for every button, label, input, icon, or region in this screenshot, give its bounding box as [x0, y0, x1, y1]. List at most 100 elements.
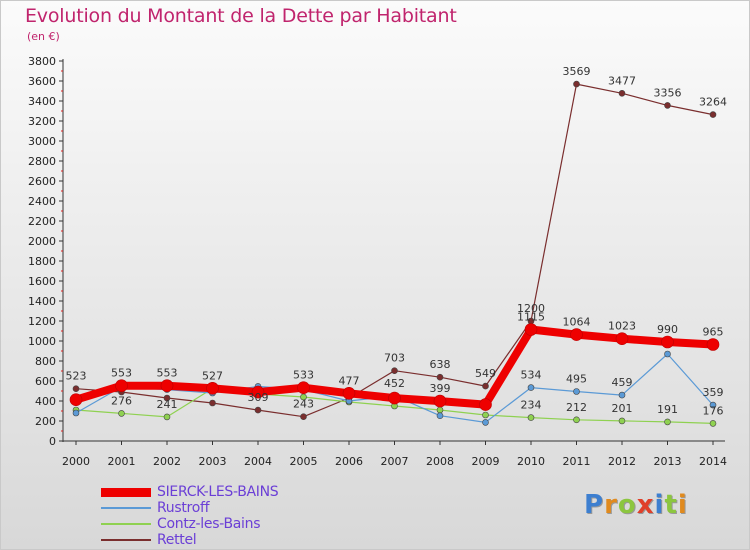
data-point-rustroff — [482, 419, 489, 426]
data-label-sierck-les-bains: 527 — [202, 369, 223, 382]
data-point-rettel — [709, 111, 717, 118]
data-point-rettel — [209, 399, 216, 407]
data-point-rettel — [618, 90, 626, 97]
data-point-contz-les-bains — [436, 406, 444, 414]
legend-label: Contz-les-Bains — [157, 516, 261, 532]
data-label-sierck-les-bains: 965 — [703, 326, 724, 339]
data-label-rettel: 3356 — [654, 86, 682, 99]
data-label-rustroff: 495 — [566, 373, 587, 386]
y-tick-label: 800 — [35, 355, 56, 368]
data-label-contz-les-bains: 176 — [703, 404, 724, 417]
chart-subtitle: (en €) — [27, 30, 60, 43]
data-label-sierck-les-bains: 1023 — [608, 320, 636, 333]
data-point-rustroff — [618, 391, 626, 399]
data-label-sierck-les-bains: 477 — [339, 374, 360, 387]
data-label-contz-les-bains: 212 — [566, 401, 587, 414]
y-tick-label: 1600 — [28, 275, 56, 288]
x-tick-label: 2010 — [517, 455, 545, 468]
data-point-sierck-les-bains — [342, 386, 356, 400]
chart-title: Evolution du Montant de la Dette par Hab… — [25, 5, 457, 27]
data-label-sierck-les-bains: 553 — [111, 367, 132, 380]
data-point-rustroff — [709, 401, 717, 409]
data-point-sierck-les-bains — [661, 335, 674, 349]
data-point-sierck-les-bains — [251, 385, 265, 399]
data-label-contz-les-bains: 276 — [111, 394, 132, 407]
data-label-rustroff: 534 — [521, 369, 542, 382]
data-point-rustroff — [664, 350, 671, 358]
y-tick-label: 2800 — [28, 155, 56, 168]
data-label-contz-les-bains: 201 — [612, 402, 633, 415]
x-tick-label: 2014 — [699, 455, 727, 468]
legend-label: SIERCK-LES-BAINS — [157, 484, 279, 500]
data-point-rettel — [72, 385, 80, 393]
data-point-contz-les-bains — [709, 420, 717, 427]
data-point-rettel — [391, 367, 398, 375]
y-tick-label: 0 — [49, 435, 56, 448]
x-tick-label: 2004 — [244, 455, 272, 468]
data-label-rettel: 638 — [430, 358, 451, 371]
data-label-rettel: 3477 — [608, 74, 636, 87]
y-tick-label: 1200 — [28, 315, 56, 328]
data-label-rustroff: 459 — [612, 376, 633, 389]
x-tick-label: 2007 — [381, 455, 409, 468]
data-label-rettel: 703 — [384, 352, 405, 365]
x-tick-label: 2003 — [199, 455, 227, 468]
data-label-rettel: 1200 — [517, 302, 545, 315]
data-label-contz-les-bains: 241 — [157, 398, 178, 411]
legend-swatch — [101, 507, 151, 509]
x-tick-label: 2011 — [563, 455, 591, 468]
x-tick-label: 2013 — [654, 455, 682, 468]
data-label-rustroff: 452 — [384, 377, 405, 390]
data-point-sierck-les-bains — [433, 394, 447, 408]
x-tick-label: 2005 — [290, 455, 318, 468]
y-tick-label: 2400 — [28, 195, 56, 208]
data-point-sierck-les-bains — [297, 381, 310, 395]
y-tick-label: 1800 — [28, 255, 56, 268]
data-point-rettel — [300, 413, 307, 421]
data-point-contz-les-bains — [163, 413, 171, 421]
data-label-sierck-les-bains: 533 — [293, 369, 314, 382]
data-point-sierck-les-bains — [69, 393, 83, 407]
data-label-rettel: 243 — [293, 398, 314, 411]
data-point-contz-les-bains — [664, 418, 671, 426]
data-label-rettel: 309 — [248, 391, 269, 404]
data-point-sierck-les-bains — [615, 332, 629, 346]
x-tick-label: 2008 — [426, 455, 454, 468]
data-label-contz-les-bains: 234 — [521, 399, 542, 412]
data-point-contz-les-bains — [118, 410, 125, 417]
data-label-sierck-les-bains: 990 — [657, 323, 678, 336]
data-label-rettel: 3264 — [699, 96, 727, 109]
y-tick-label: 3800 — [28, 55, 56, 68]
data-label-contz-les-bains: 191 — [657, 403, 678, 416]
data-label-rettel: 523 — [66, 370, 87, 383]
data-point-rettel — [436, 373, 444, 381]
data-point-sierck-les-bains — [570, 328, 583, 341]
y-tick-label: 2600 — [28, 175, 56, 188]
x-tick-label: 2009 — [472, 455, 500, 468]
legend-swatch — [101, 487, 151, 497]
x-tick-label: 2002 — [153, 455, 181, 468]
data-point-sierck-les-bains — [206, 381, 219, 395]
x-tick-label: 2000 — [62, 455, 90, 468]
data-point-sierck-les-bains — [479, 398, 492, 411]
y-tick-label: 3000 — [28, 135, 56, 148]
y-tick-label: 2200 — [28, 215, 56, 228]
y-tick-label: 3400 — [28, 95, 56, 108]
data-label-sierck-les-bains: 399 — [430, 382, 451, 395]
y-tick-label: 600 — [35, 375, 56, 388]
data-point-sierck-les-bains — [160, 379, 174, 393]
brand-logo: Proxiti — [584, 490, 688, 520]
data-point-rettel — [482, 382, 489, 390]
x-tick-label: 2006 — [335, 455, 363, 468]
data-point-contz-les-bains — [527, 414, 535, 421]
data-point-rustroff — [573, 388, 580, 395]
data-point-sierck-les-bains — [115, 379, 128, 393]
data-point-contz-les-bains — [618, 417, 626, 425]
legend-label: Rettel — [157, 532, 197, 548]
legend-swatch — [101, 523, 151, 525]
data-label-sierck-les-bains: 553 — [157, 367, 178, 380]
data-point-contz-les-bains — [573, 416, 580, 424]
data-label-rettel: 3569 — [563, 65, 591, 78]
